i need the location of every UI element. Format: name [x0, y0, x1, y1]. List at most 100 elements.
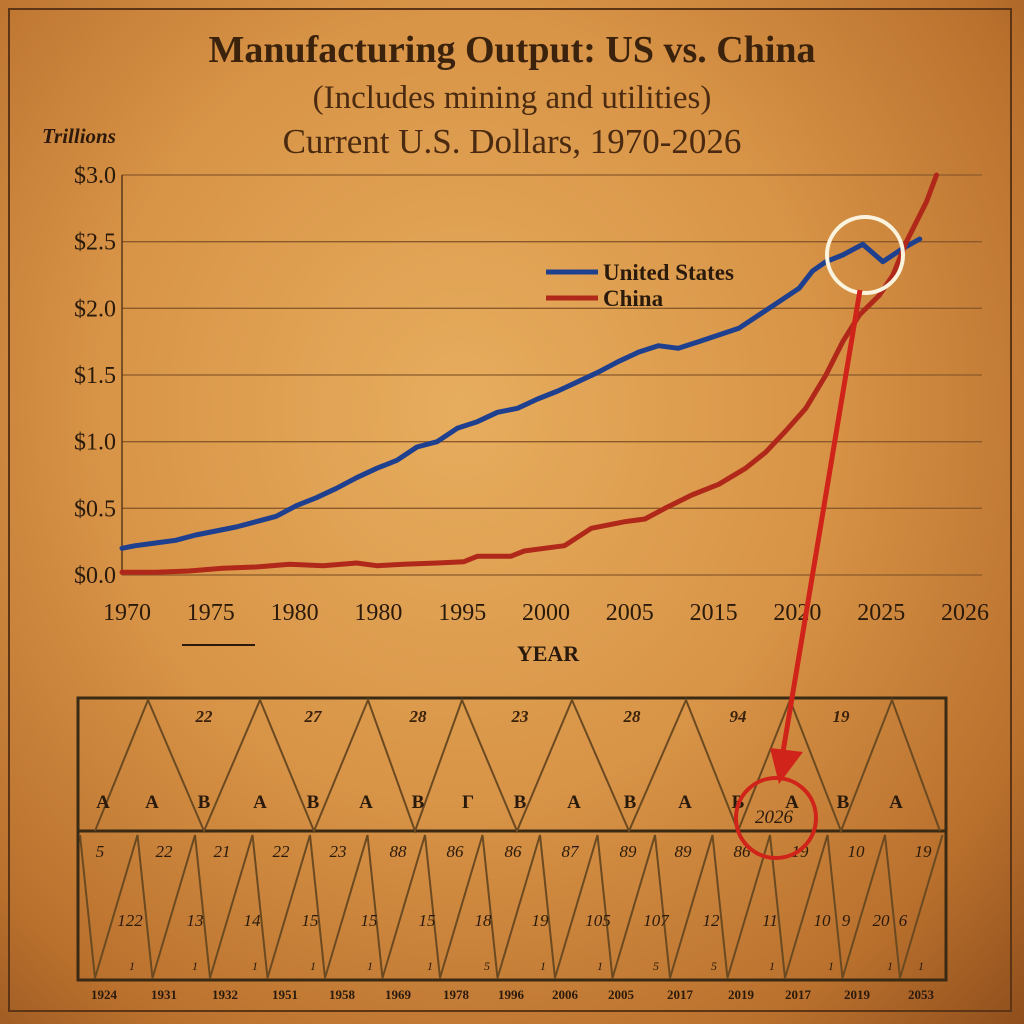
table-zigzag-lines	[79, 697, 944, 979]
x-tick-label: 2015	[690, 600, 738, 626]
table-low-number: 15	[419, 911, 436, 930]
x-tick-label: 1980	[271, 600, 319, 626]
grid-lines	[121, 174, 982, 576]
x-axis-label: YEAR	[517, 641, 580, 666]
callout-arrow: 2026	[734, 289, 863, 860]
y-tick-label: $0.5	[74, 496, 116, 522]
legend-label-china: China	[603, 286, 664, 311]
table-top-number: 22	[195, 707, 214, 726]
table-low-number: 6	[899, 911, 908, 930]
table-tiny-number: 1	[597, 959, 603, 973]
x-tick-label: 2025	[857, 600, 905, 626]
table-tiny-number: 1	[367, 959, 373, 973]
table-tiny-number: 5	[711, 959, 717, 973]
series-line-china	[119, 172, 939, 575]
table-mid-number: 87	[562, 842, 581, 861]
arrow-head	[770, 748, 803, 784]
table-low-number: 9	[842, 911, 851, 930]
table-tiny-number: 1	[310, 959, 316, 973]
table-low-number: 13	[187, 911, 204, 930]
table-year: 1996	[498, 987, 525, 1002]
table-top-number: 94	[730, 707, 747, 726]
table-letter: A	[567, 792, 581, 813]
table-letter: A	[678, 792, 692, 813]
table-letter: A	[359, 792, 373, 813]
x-tick-label: 1970	[103, 600, 151, 626]
table-letter: B	[514, 792, 527, 813]
table-letter: B	[198, 792, 211, 813]
table-year: 2005	[608, 987, 635, 1002]
table-letter: A	[253, 792, 267, 813]
table-year: 2019	[728, 987, 755, 1002]
y-tick-labels: $3.0 $2.5 $2.0 $1.5 $1.0 $0.5 $0.0	[74, 163, 116, 589]
callout-circle	[734, 776, 818, 860]
table-letter: B	[412, 792, 425, 813]
table-year: 1924	[91, 987, 118, 1002]
table-tiny-number: 5	[653, 959, 659, 973]
table-top-number: 28	[409, 707, 428, 726]
legend-label-us: United States	[603, 260, 734, 285]
table-tiny-number: 1	[252, 959, 258, 973]
chart-subtitle-2: Current U.S. Dollars, 1970-2026	[282, 122, 742, 161]
table-low-number: 15	[302, 911, 319, 930]
table-low-number: 14	[244, 911, 262, 930]
table-low-number: 19	[532, 911, 550, 930]
table-low-number: 20	[873, 911, 891, 930]
table-letter: B	[624, 792, 637, 813]
table-top-zigzag	[94, 697, 941, 834]
table-year: 2017	[785, 987, 812, 1002]
y-tick-label: $1.5	[74, 363, 116, 389]
y-tick-label: $2.5	[74, 230, 116, 256]
table-mid-number: 10	[848, 842, 866, 861]
table-year: 1969	[385, 987, 412, 1002]
table-mid-number: 86	[447, 842, 465, 861]
table-mid-number: 21	[214, 842, 231, 861]
table-tiny-number: 1	[540, 959, 546, 973]
table-border	[76, 696, 948, 982]
y-tick-label: $3.0	[74, 163, 116, 189]
x-tick-label: 1995	[438, 600, 486, 626]
table-mid-number: 89	[620, 842, 638, 861]
series-line-united-states	[119, 236, 923, 551]
callout-label: 2026	[755, 807, 794, 828]
table-letter: B	[837, 792, 850, 813]
x-tick-label: 2026	[941, 600, 989, 626]
table-bottom-zigzag	[79, 834, 944, 979]
table-mid-number: 22	[156, 842, 174, 861]
x-tick-label: 2005	[606, 600, 654, 626]
table-top-number: 27	[304, 707, 324, 726]
table-tiny-number: 1	[427, 959, 433, 973]
table-year: 2006	[552, 987, 579, 1002]
table-low-number: 122	[117, 911, 143, 930]
table-tiny-number: 1	[129, 959, 135, 973]
chart-subtitle: (Includes mining and utilities)	[312, 80, 712, 116]
table-year: 2019	[844, 987, 871, 1002]
table-tiny-number: 1	[828, 959, 834, 973]
table-low-number: 15	[361, 911, 378, 930]
y-tick-label: $1.0	[74, 430, 116, 456]
y-unit-label: Trillions	[42, 124, 116, 148]
table-tiny-number: 5	[484, 959, 490, 973]
table-tiny-number: 1	[918, 959, 924, 973]
table-year: 1978	[443, 987, 470, 1002]
table-low-number: 107	[643, 911, 670, 930]
x-tick-label: 2000	[522, 600, 570, 626]
series-lines	[119, 172, 939, 575]
arrow-shaft	[779, 289, 863, 759]
table-mid-number: 23	[330, 842, 347, 861]
legend: United States China	[546, 260, 734, 311]
x-tick-label: 2020	[773, 600, 821, 626]
table-letter: A	[96, 792, 110, 813]
table-tiny-number: 1	[769, 959, 775, 973]
y-tick-label: $2.0	[74, 296, 116, 322]
table-letter: A	[145, 792, 159, 813]
x-tick-label: 1980	[354, 600, 402, 626]
table-year: 2017	[667, 987, 694, 1002]
table-letter: A	[785, 792, 799, 813]
table-year: 2053	[908, 987, 935, 1002]
table-year: 1958	[329, 987, 356, 1002]
table-mid-number: 86	[505, 842, 523, 861]
table-year: 1951	[272, 987, 298, 1002]
table-low-number: 18	[475, 911, 493, 930]
table-top-number: 28	[623, 707, 642, 726]
